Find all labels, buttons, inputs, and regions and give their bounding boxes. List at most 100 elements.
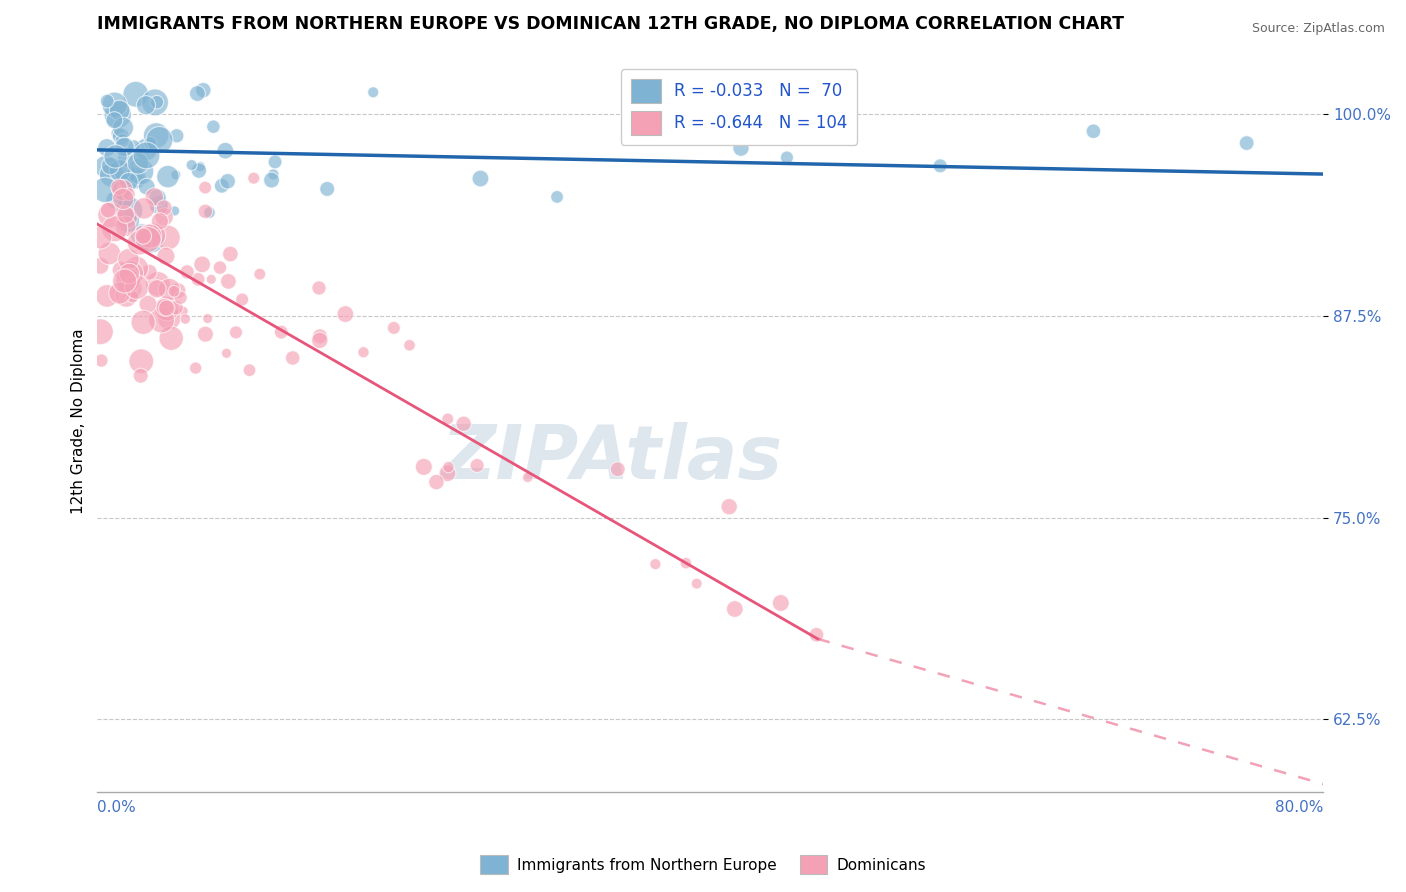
Point [211, 178, 233, 193]
Point [118, 203, 141, 218]
Point [163, 203, 186, 218]
Point [190, 160, 212, 174]
Point [231, 293, 253, 307]
Point [100, 168, 122, 182]
Point [187, 163, 209, 178]
Point [172, 304, 194, 318]
Point [146, 277, 169, 291]
Point [104, 221, 127, 235]
Point [122, 139, 145, 153]
Point [281, 351, 304, 365]
Point [131, 227, 153, 242]
Point [156, 169, 179, 184]
Point [97, 203, 120, 218]
Point [436, 412, 458, 426]
Point [115, 152, 138, 166]
Point [197, 311, 219, 326]
Point [150, 313, 173, 327]
Point [217, 174, 239, 188]
Point [135, 98, 157, 112]
Point [108, 103, 131, 118]
Point [124, 171, 146, 186]
Point [149, 214, 172, 228]
Point [104, 193, 127, 207]
Point [114, 140, 136, 154]
Point [132, 315, 155, 329]
Point [153, 201, 176, 215]
Point [730, 141, 752, 155]
Point [90, 353, 112, 368]
Point [412, 459, 434, 474]
Point [125, 261, 148, 276]
Point [516, 470, 538, 484]
Point [724, 602, 747, 616]
Point [361, 85, 384, 99]
Point [132, 229, 155, 244]
Point [436, 466, 458, 480]
Point [135, 179, 157, 194]
Point [120, 267, 142, 281]
Point [176, 265, 198, 279]
Point [219, 247, 242, 261]
Point [111, 183, 134, 197]
Point [470, 171, 492, 186]
Point [163, 285, 186, 299]
Point [135, 148, 157, 162]
Point [644, 557, 666, 571]
Point [769, 596, 792, 610]
Point [110, 263, 132, 277]
Text: 0.0%: 0.0% [97, 800, 136, 815]
Point [929, 159, 952, 173]
Point [136, 232, 159, 246]
Point [117, 273, 139, 287]
Point [108, 286, 131, 301]
Point [156, 301, 179, 316]
Point [675, 556, 697, 570]
Point [202, 120, 225, 134]
Point [214, 144, 236, 158]
Point [107, 108, 129, 122]
Point [238, 363, 260, 377]
Point [217, 274, 239, 288]
Point [112, 120, 135, 135]
Point [249, 267, 271, 281]
Point [191, 257, 214, 271]
Point [215, 346, 238, 360]
Point [165, 301, 187, 315]
Point [143, 95, 166, 110]
Point [125, 87, 148, 102]
Point [139, 136, 162, 151]
Text: 80.0%: 80.0% [1275, 800, 1323, 815]
Point [425, 475, 447, 489]
Point [264, 154, 287, 169]
Point [157, 311, 180, 326]
Point [193, 83, 215, 97]
Point [138, 265, 160, 279]
Point [121, 281, 143, 295]
Point [437, 460, 460, 475]
Point [131, 227, 153, 241]
Point [89, 325, 111, 339]
Point [115, 192, 138, 206]
Point [145, 128, 167, 143]
Point [139, 229, 162, 244]
Point [108, 180, 131, 194]
Point [125, 170, 148, 185]
Point [117, 252, 139, 267]
Point [129, 354, 152, 368]
Point [194, 180, 217, 194]
Point [806, 628, 828, 642]
Point [114, 167, 136, 181]
Point [260, 173, 283, 187]
Point [262, 168, 284, 182]
Point [143, 190, 166, 204]
Point [398, 338, 420, 352]
Text: IMMIGRANTS FROM NORTHERN EUROPE VS DOMINICAN 12TH GRADE, NO DIPLOMA CORRELATION : IMMIGRANTS FROM NORTHERN EUROPE VS DOMIN… [97, 15, 1125, 33]
Point [316, 182, 339, 196]
Point [208, 260, 231, 275]
Point [89, 230, 111, 244]
Point [115, 289, 138, 303]
Point [776, 151, 799, 165]
Point [194, 327, 217, 342]
Point [129, 368, 152, 383]
